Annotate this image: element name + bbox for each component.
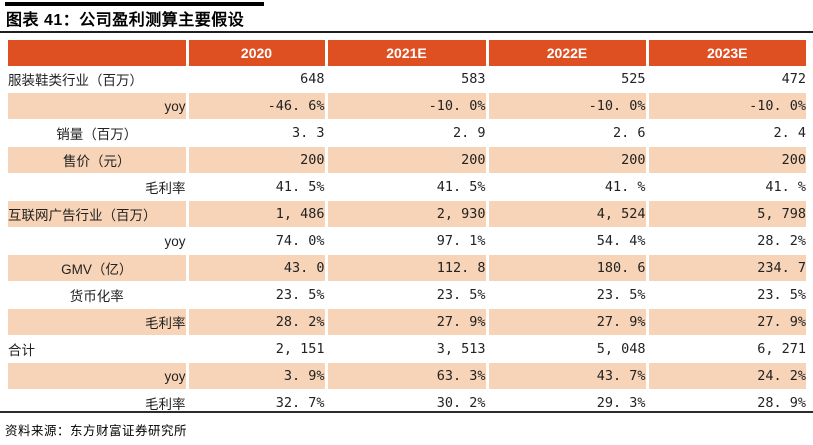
row-label: GMV（亿） (8, 254, 187, 282)
cell-value: 3, 513 (324, 335, 487, 363)
cell-value: 3. 3 (185, 119, 326, 147)
cell-value: 74. 0% (185, 227, 326, 255)
column-header: 2022E (485, 40, 647, 66)
table-row: 毛利率 41. 5% 41. 5% 41. % 41. % (8, 173, 806, 201)
row-label: 合计 (8, 343, 35, 358)
cell-value: 43. 7% (485, 362, 647, 390)
cell-value: 28. 2% (185, 308, 326, 336)
table-row: 销量（百万） 3. 3 2. 9 2. 6 2. 4 (8, 119, 806, 147)
cell-value: 648 (185, 66, 326, 93)
table-row: yoy 3. 9% 63. 3% 43. 7% 24. 2% (8, 362, 806, 390)
table-row: GMV（亿） 43. 0 112. 8 180. 6 234. 7 (8, 254, 806, 282)
row-label: 毛利率 (8, 308, 187, 336)
cell-value: 5, 048 (485, 335, 647, 363)
table-row: 互联网广告行业（百万） 1, 486 2, 930 4, 524 5, 798 (8, 200, 806, 228)
table-row: 毛利率 28. 2% 27. 9% 27. 9% 27. 9% (8, 308, 806, 336)
cell-value: 2. 6 (485, 119, 647, 147)
cell-value: 1, 486 (185, 200, 326, 228)
cell-value: 200 (185, 146, 326, 174)
row-label: 毛利率 (145, 397, 186, 412)
row-label: 售价（元） (8, 146, 187, 174)
table-row: 服装鞋类行业（百万） 648 583 525 472 (8, 66, 806, 93)
cell-value: -46. 6% (185, 92, 326, 120)
row-label: 互联网广告行业（百万） (8, 200, 187, 228)
cell-value: 41. % (645, 173, 806, 201)
cell-value: 54. 4% (485, 227, 647, 255)
cell-value: 2, 151 (185, 335, 326, 363)
cell-value: 472 (645, 66, 806, 93)
cell-value: -10. 0% (645, 92, 806, 120)
cell-value: 200 (645, 146, 806, 174)
cell-value: 2. 4 (645, 119, 806, 147)
column-header: 2020 (185, 40, 326, 66)
cell-value: 3. 9% (185, 362, 326, 390)
cell-value: 24. 2% (645, 362, 806, 390)
cell-value: 41. 5% (324, 173, 487, 201)
cell-value: 112. 8 (324, 254, 487, 282)
row-label: yoy (164, 233, 186, 249)
cell-value: 4, 524 (485, 200, 647, 228)
source-note: 资料来源：东方财富证券研究所 (5, 424, 188, 438)
cell-value: 180. 6 (485, 254, 647, 282)
column-header: 2023E (645, 40, 806, 66)
cell-value: 23. 5% (645, 281, 806, 309)
cell-value: 41. % (485, 173, 647, 201)
cell-value: 63. 3% (324, 362, 487, 390)
table-row: 售价（元） 200 200 200 200 (8, 146, 806, 174)
table-row: yoy -46. 6% -10. 0% -10. 0% -10. 0% (8, 92, 806, 120)
cell-value: 43. 0 (185, 254, 326, 282)
row-label: yoy (8, 362, 187, 390)
cell-value: 6, 271 (645, 335, 806, 363)
cell-value: 200 (485, 146, 647, 174)
row-label: 货币化率 (69, 289, 124, 304)
cell-value: 23. 5% (324, 281, 487, 309)
row-label: 毛利率 (145, 181, 186, 196)
cell-value: 27. 9% (645, 308, 806, 336)
column-header-empty (8, 40, 187, 66)
row-label: 服装鞋类行业（百万） (8, 73, 143, 88)
title-rule (0, 31, 813, 33)
cell-value: 525 (485, 66, 647, 93)
cell-value: 200 (324, 146, 487, 174)
cell-value: 2. 9 (324, 119, 487, 147)
row-label: 销量（百万） (56, 127, 138, 142)
row-label: yoy (8, 92, 187, 120)
column-header: 2021E (324, 40, 487, 66)
table-header-row: 2020 2021E 2022E 2023E (8, 40, 806, 66)
figure-title: 图表 41：公司盈利测算主要假设 (6, 12, 245, 29)
cell-value: 41. 5% (185, 173, 326, 201)
table-row: yoy 74. 0% 97. 1% 54. 4% 28. 2% (8, 227, 806, 255)
bottom-rule (0, 411, 813, 413)
cell-value: 23. 5% (185, 281, 326, 309)
cell-value: 5, 798 (645, 200, 806, 228)
cell-value: 27. 9% (324, 308, 487, 336)
cell-value: 28. 2% (645, 227, 806, 255)
cell-value: 27. 9% (485, 308, 647, 336)
cell-value: 234. 7 (645, 254, 806, 282)
table-row: 货币化率 23. 5% 23. 5% 23. 5% 23. 5% (8, 281, 806, 309)
cell-value: -10. 0% (324, 92, 487, 120)
cell-value: -10. 0% (485, 92, 647, 120)
table-row: 合计 2, 151 3, 513 5, 048 6, 271 (8, 335, 806, 363)
top-accent-bar (5, 2, 264, 6)
profit-assumptions-table: 2020 2021E 2022E 2023E 服装鞋类行业（百万） 648 583 525 4… (8, 40, 806, 416)
cell-value: 583 (324, 66, 487, 93)
cell-value: 23. 5% (485, 281, 647, 309)
cell-value: 97. 1% (324, 227, 487, 255)
cell-value: 2, 930 (324, 200, 487, 228)
